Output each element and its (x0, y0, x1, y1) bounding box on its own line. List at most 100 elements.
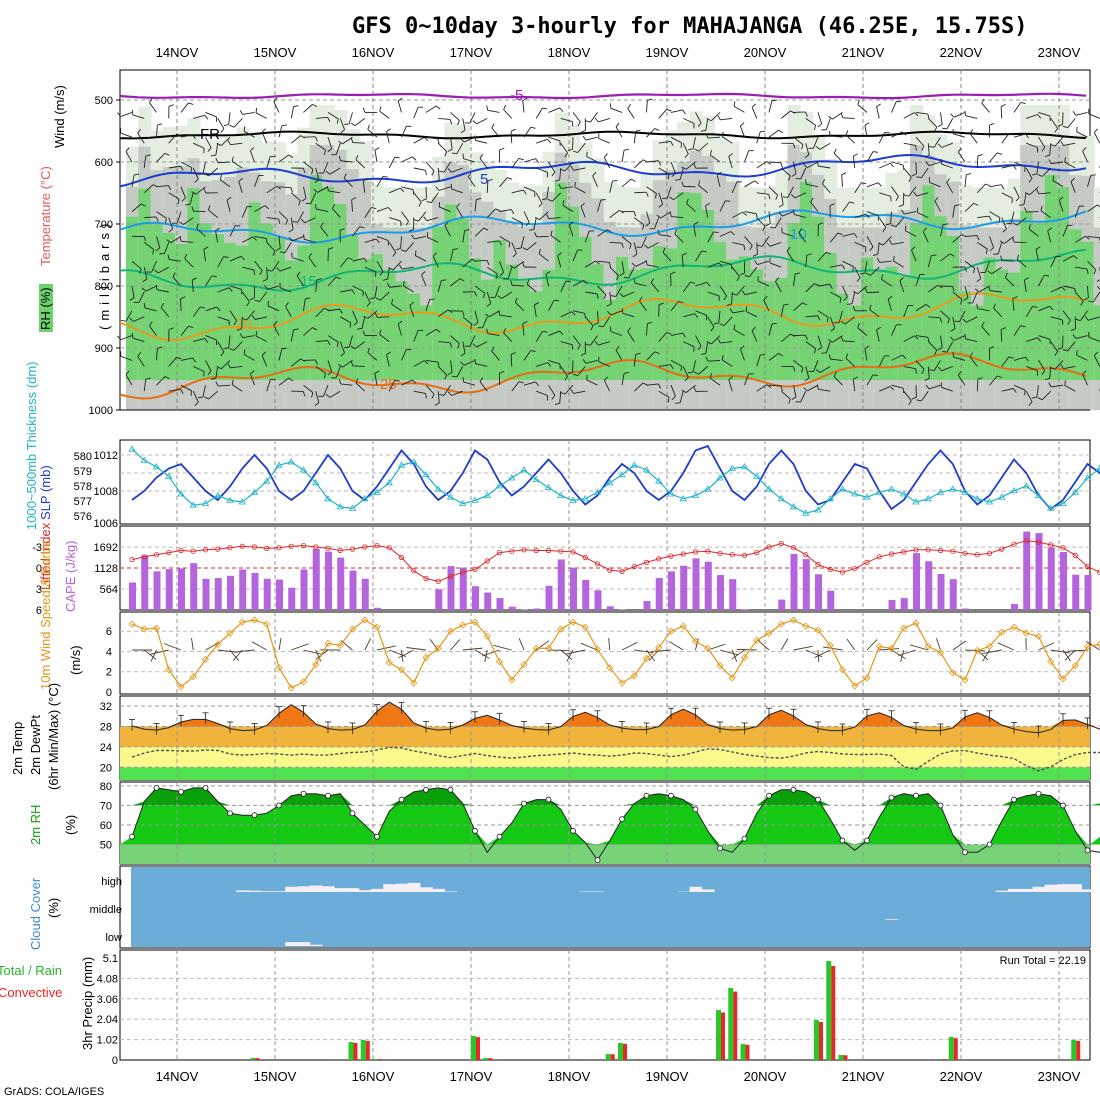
precip-convective-bar (733, 991, 738, 1060)
wind-barb-flag (957, 370, 962, 376)
wind-barb-flag (817, 315, 821, 321)
cape-bar (1011, 604, 1018, 610)
wind10m-label: 10m Wind Speed & Barbs (38, 540, 53, 690)
wind-barb (911, 249, 917, 262)
wind-barb (376, 207, 389, 213)
wind-barb (634, 282, 647, 287)
wind-barb (959, 310, 966, 322)
wind-barb (501, 291, 512, 299)
wind-speed-marker (753, 636, 761, 644)
wind-barb-flag (510, 280, 513, 286)
wind-barb-flag (343, 173, 347, 179)
wind-barb-flag (157, 346, 163, 349)
wind-barb (1050, 118, 1059, 129)
wind-barb-flag (728, 376, 733, 381)
wind-barb (315, 280, 318, 293)
wind-barb-flag (355, 155, 359, 160)
wind-barb (413, 360, 425, 367)
wind-barb (793, 302, 803, 312)
wind-barb (205, 360, 212, 372)
wind-barb-flag (554, 299, 560, 302)
wind-barb (413, 330, 419, 342)
wind-barb-flag (913, 191, 918, 197)
wind-barb-flag (805, 335, 808, 340)
wind-barb (941, 386, 953, 392)
wind-barb-flag (775, 194, 779, 200)
wind-barb-flag (790, 333, 796, 337)
wind-barb (670, 109, 683, 113)
wind-barb-flag (145, 154, 151, 157)
wind-barb (487, 333, 500, 337)
wind-barb-flag (934, 126, 938, 132)
wind-barb (229, 310, 238, 322)
wind-barb (940, 310, 950, 320)
wind-barb (693, 224, 696, 237)
wind-barb (1075, 111, 1088, 116)
wind-barb (401, 211, 409, 222)
lifted-index-marker (349, 546, 356, 552)
wind-barb (732, 310, 745, 314)
wind-barb-flag (687, 371, 694, 374)
wind-barb (261, 131, 268, 144)
cape-bar (668, 571, 675, 610)
wind-barb-flag (246, 301, 250, 307)
wind-barb-flag (1048, 382, 1052, 388)
isotherm-label: 15 (300, 273, 317, 290)
thickness-marker (1034, 491, 1043, 498)
cape-bar (533, 608, 541, 610)
wind-barb (1050, 316, 1063, 321)
wind-barb-flag (301, 198, 307, 202)
wind-barb-flag (1093, 351, 1098, 357)
wind-barb-flag (1008, 133, 1014, 136)
top-date-axis: 14NOV 15NOV 16NOV 17NOV 18NOV 19NOV 20NOV 21NOV… (156, 45, 1081, 60)
lifted-index-marker (496, 549, 503, 556)
wind-barb (195, 186, 206, 195)
wind-barb-flag (706, 341, 712, 345)
wind-barb-flag (942, 223, 949, 226)
wind-barb (682, 366, 689, 378)
lifted-index-marker (594, 561, 601, 567)
wind-barb (572, 335, 581, 346)
wind-barb (756, 242, 758, 255)
wind-barb (443, 161, 451, 173)
wind-speed-marker (201, 656, 210, 664)
wind-barb (388, 242, 397, 253)
wind-barb (876, 106, 880, 119)
wind-speed-marker (618, 679, 626, 687)
wind-barb (474, 310, 479, 323)
thickness-marker (238, 498, 246, 505)
thickness-marker (691, 491, 700, 498)
wind-barb (327, 276, 337, 287)
wind-barb-flag (315, 204, 317, 210)
wind-barb (246, 310, 255, 321)
wind-barb-flag (296, 271, 301, 277)
wind-barb-flag (447, 371, 453, 376)
wind-barb-flag (888, 239, 893, 245)
wind-barb-flag (154, 269, 159, 274)
top-date-label: 20NOV (744, 45, 787, 60)
wind-barb-flag (853, 290, 859, 295)
cape-bar (729, 579, 737, 610)
wind-barb-flag (405, 221, 409, 226)
thickness-marker (373, 488, 381, 495)
wind-barb (1028, 228, 1039, 237)
wind-barb (202, 161, 206, 174)
wind-barb (989, 236, 995, 248)
wind-barb (768, 100, 773, 113)
lifted-index-marker (974, 552, 980, 558)
wind-barb (628, 266, 635, 279)
thickness-marker (593, 488, 602, 495)
wind-barb (391, 303, 402, 312)
wind-barb-flag (1013, 388, 1017, 393)
wind-barb (254, 205, 266, 212)
rh-shade-green (309, 175, 323, 380)
wind-barb (315, 116, 328, 119)
cloud-series (131, 867, 1095, 947)
wind-barb (388, 380, 396, 392)
wind-speed-marker (140, 625, 148, 633)
wind-barb (1026, 142, 1038, 148)
wind-barb-flag (674, 229, 678, 235)
wind-barb-flag (872, 253, 878, 256)
wind-barb-flag (327, 371, 332, 376)
